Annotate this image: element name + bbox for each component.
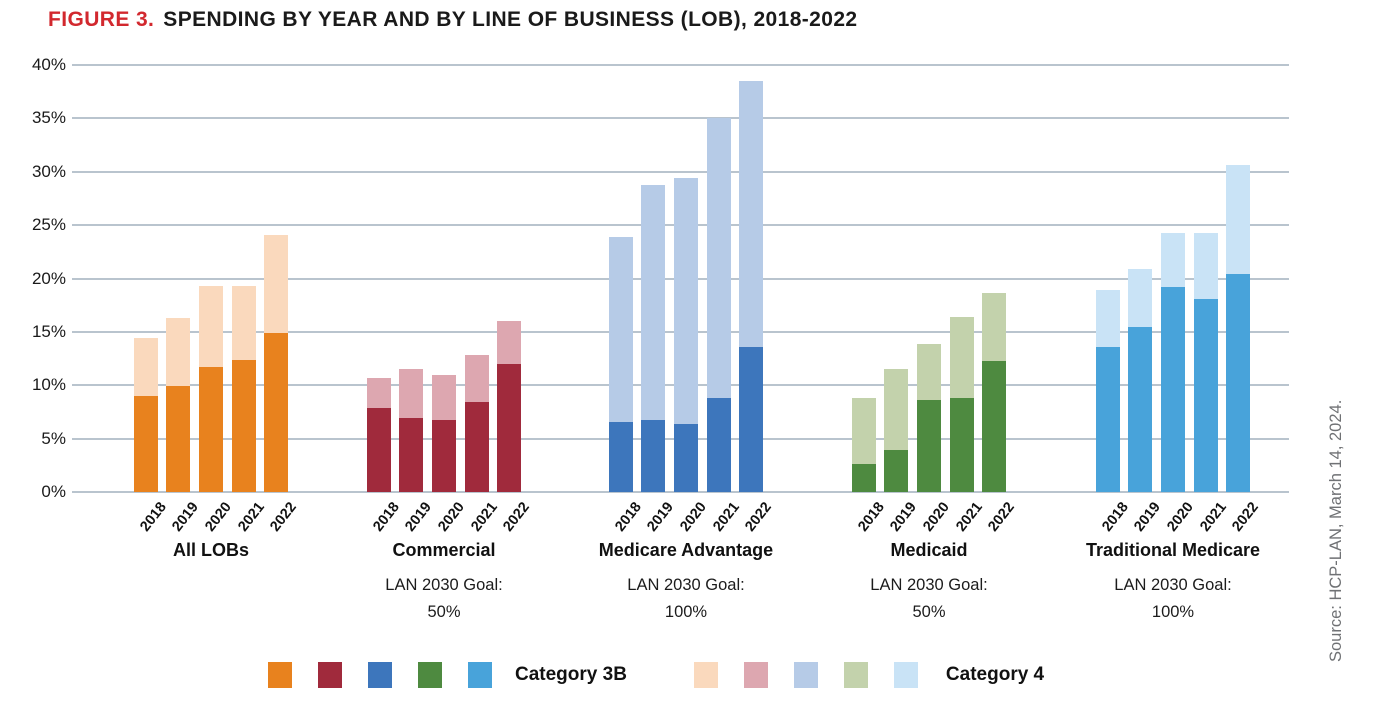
legend-swatch-category-3b-3: [418, 662, 442, 688]
bar-segment-category-3b: [232, 360, 256, 492]
legend-swatch-category-4-0: [693, 662, 718, 688]
bar-segment-category-3b: [399, 418, 423, 492]
gridline: [72, 491, 1289, 495]
legend-swatch-category-3b-0: [268, 662, 292, 688]
x-axis-year-label: 2020: [920, 499, 953, 535]
group-label: Commercial: [392, 540, 496, 560]
figure-number-label: FIGURE 3.: [48, 8, 155, 31]
group-label: Medicaid: [890, 540, 968, 560]
bar-segment-category-3b: [1128, 327, 1152, 492]
bar-segment-category-3b: [134, 396, 158, 492]
group-footer: Commercial LAN 2030 Goal: 50%: [324, 540, 564, 626]
y-axis-tick-label: 35%: [31, 108, 66, 127]
group-label: Medicare Advantage: [598, 540, 774, 560]
goal-line-1: LAN 2030 Goal:: [870, 576, 988, 594]
bar-segment-category-3b: [674, 424, 698, 492]
group-footer: Medicare Advantage LAN 2030 Goal: 100%: [566, 540, 806, 626]
goal-line-2: 50%: [912, 603, 946, 621]
y-axis-tick-label: 10%: [31, 375, 66, 394]
bar-segment-category-3b: [367, 408, 391, 492]
bar-segment-category-3b: [739, 347, 763, 492]
group-footer: Medicaid LAN 2030 Goal: 50%: [809, 540, 1049, 626]
legend-swatch-category-3b-2: [368, 662, 392, 688]
bar-segment-category-3b: [707, 398, 731, 492]
group-goal: LAN 2030 Goal: 50%: [324, 572, 564, 626]
bar-segment-category-3b: [609, 422, 633, 492]
chart-title: FIGURE 3. SPENDING BY YEAR AND BY LINE OF…: [48, 8, 858, 32]
goal-line-1: LAN 2030 Goal:: [627, 576, 745, 594]
bar-segment-category-3b: [950, 398, 974, 492]
legend-label-category-3b: Category 3B: [515, 664, 627, 685]
y-axis-tick-label: 30%: [31, 162, 66, 181]
x-axis-year-label: 2020: [1164, 499, 1197, 535]
bar-segment-category-3b: [852, 464, 876, 492]
y-axis-tick-label: 0%: [41, 482, 66, 501]
source-note: Source: HCP-LAN, March 14, 2024.: [1327, 399, 1345, 662]
legend-swatch-category-3b-1: [318, 662, 342, 688]
legend-swatch-category-4-1: [743, 662, 768, 688]
bar-segment-category-3b: [465, 402, 489, 492]
bar-segment-category-3b: [1096, 347, 1120, 492]
legend-swatch-category-3b-4: [468, 662, 492, 688]
plot-area: 2018 2019 2020 2021 2022 2018 2019 2020 2021 2022…: [72, 64, 1289, 535]
group-goal: LAN 2030 Goal: 100%: [1053, 572, 1293, 626]
bar-segment-category-3b: [884, 450, 908, 492]
bar-segment-category-3b: [1194, 299, 1218, 492]
bar-segment-category-3b: [199, 367, 223, 492]
goal-line-1: LAN 2030 Goal:: [1114, 576, 1232, 594]
chart-title-text: SPENDING BY YEAR AND BY LINE OF BUSINESS…: [163, 8, 858, 31]
y-axis-tick-label: 15%: [31, 322, 66, 341]
group-label: Traditional Medicare: [1085, 540, 1261, 560]
y-axis-tick-label: 40%: [31, 55, 66, 74]
goal-line-2: 100%: [664, 603, 708, 621]
x-axis-year-label: 2020: [435, 499, 468, 535]
bar-segment-category-3b: [1226, 274, 1250, 492]
gridline: [72, 171, 1289, 175]
y-axis-tick-label: 20%: [31, 269, 66, 288]
bar-segment-category-3b: [1161, 287, 1185, 492]
bar-segment-category-3b: [497, 364, 521, 492]
goal-line-2: 100%: [1151, 603, 1195, 621]
y-axis-tick-label: 5%: [41, 429, 66, 448]
legend-swatch-category-4-4: [893, 662, 918, 688]
legend: Category 3B Category 4: [268, 660, 1044, 690]
x-axis-year-label: 2020: [202, 499, 235, 535]
group-goal: LAN 2030 Goal: 50%: [809, 572, 1049, 626]
legend-label-category-4: Category 4: [945, 664, 1045, 685]
legend-swatch-category-4-3: [843, 662, 868, 688]
bar-segment-category-3b: [432, 420, 456, 492]
group-label: All LOBs: [172, 540, 249, 560]
bar-segment-category-3b: [982, 361, 1006, 492]
y-axis-tick-label: 25%: [31, 215, 66, 234]
group-goal: LAN 2030 Goal: 100%: [566, 572, 806, 626]
group-footer: All LOBs: [91, 540, 331, 561]
legend-swatch-category-4-2: [793, 662, 818, 688]
bar-segment-category-3b: [264, 333, 288, 492]
goal-line-1: LAN 2030 Goal:: [385, 576, 503, 594]
x-axis-year-label: 2020: [677, 499, 710, 535]
group-footer: Traditional Medicare LAN 2030 Goal: 100%: [1053, 540, 1293, 626]
bar-segment-category-3b: [166, 386, 190, 492]
goal-line-2: 50%: [427, 603, 461, 621]
bar-segment-category-3b: [917, 400, 941, 492]
gridline: [72, 64, 1289, 68]
gridline: [72, 117, 1289, 121]
bar-segment-category-3b: [641, 420, 665, 492]
